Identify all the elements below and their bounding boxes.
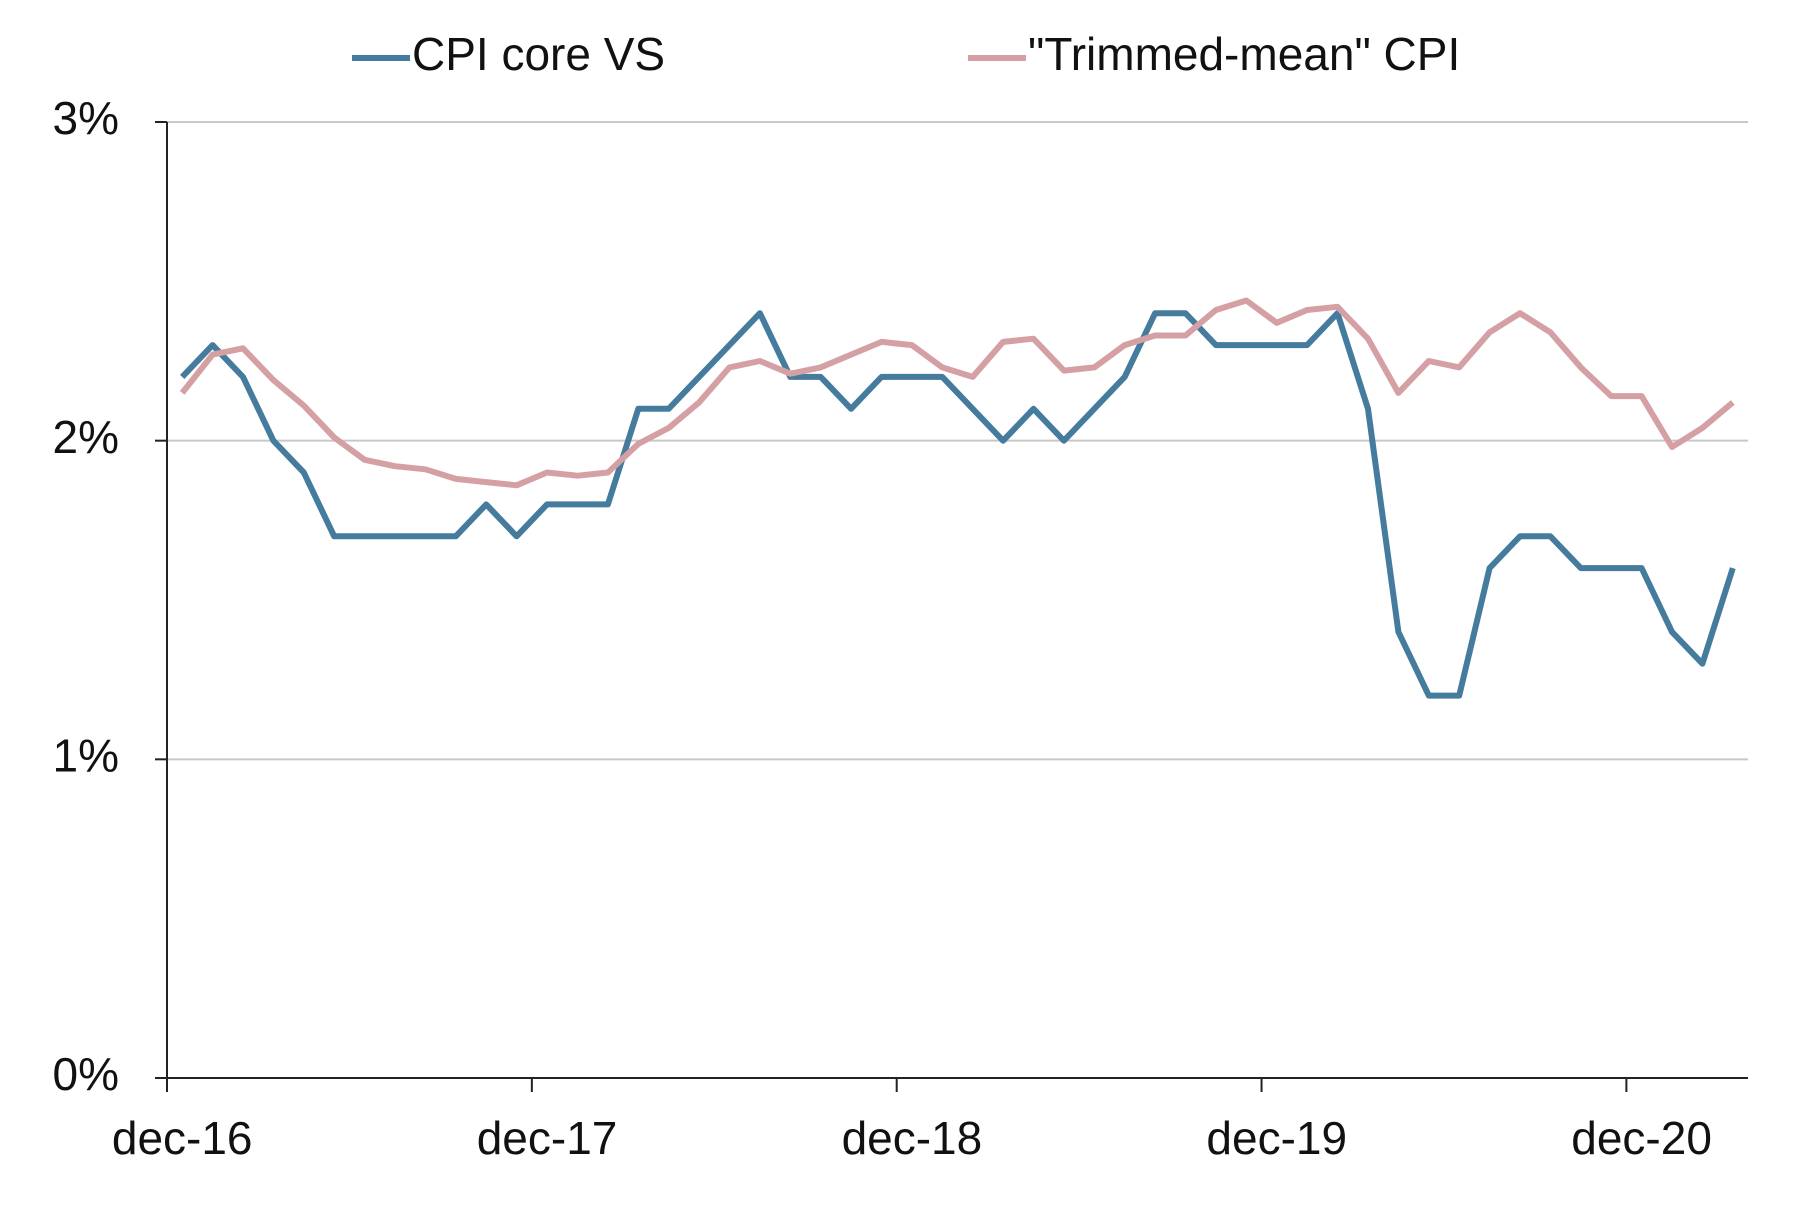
y-tick-label: 1% [53,729,119,781]
x-tick-label: dec-16 [112,1112,253,1164]
x-tick-label: dec-19 [1206,1112,1347,1164]
y-tick-label: 2% [53,411,119,463]
x-tick-label: dec-18 [842,1112,983,1164]
y-tick-label: 3% [53,92,119,144]
y-tick-label: 0% [53,1048,119,1100]
x-tick-label: dec-20 [1571,1112,1712,1164]
legend-label: "Trimmed-mean" CPI [1028,28,1460,80]
line-series [180,310,1736,699]
line-series [179,297,1735,489]
x-tick-label: dec-17 [477,1112,618,1164]
legend-label: CPI core VS [412,28,665,80]
